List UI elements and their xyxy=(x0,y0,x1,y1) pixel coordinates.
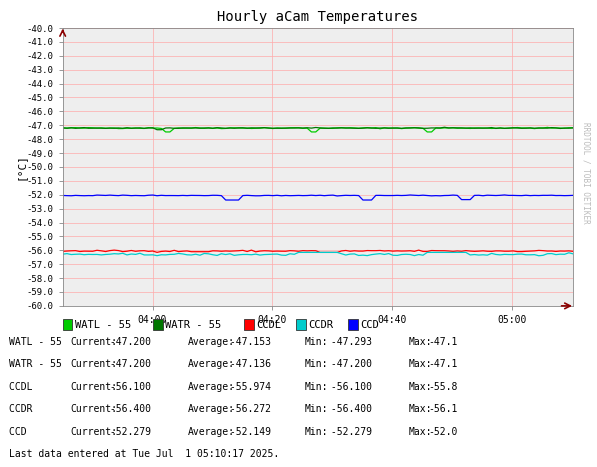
Title: Hourly aCam Temperatures: Hourly aCam Temperatures xyxy=(217,10,418,24)
Text: -56.400: -56.400 xyxy=(104,404,152,414)
Text: -47.200: -47.200 xyxy=(104,359,152,369)
Text: CCDL: CCDL xyxy=(9,382,67,392)
Text: WATL - 55: WATL - 55 xyxy=(75,319,131,330)
Text: Current:: Current: xyxy=(70,337,118,347)
Text: -55.8: -55.8 xyxy=(429,382,458,392)
Text: Current:: Current: xyxy=(70,359,118,369)
Text: Max:: Max: xyxy=(409,382,432,392)
Text: -52.0: -52.0 xyxy=(429,426,458,437)
Text: CCDR: CCDR xyxy=(9,404,67,414)
Text: -56.272: -56.272 xyxy=(224,404,271,414)
Text: -47.136: -47.136 xyxy=(224,359,271,369)
Text: Min:: Min: xyxy=(304,337,328,347)
Text: Min:: Min: xyxy=(304,426,328,437)
Text: Average:: Average: xyxy=(188,404,235,414)
Text: Average:: Average: xyxy=(188,337,235,347)
Text: WATR - 55: WATR - 55 xyxy=(9,359,67,369)
Text: -47.200: -47.200 xyxy=(325,359,373,369)
Text: Max:: Max: xyxy=(409,404,432,414)
Text: Current:: Current: xyxy=(70,426,118,437)
Text: -47.293: -47.293 xyxy=(325,337,373,347)
Text: -52.149: -52.149 xyxy=(224,426,271,437)
Text: CCD: CCD xyxy=(9,426,67,437)
Text: Min:: Min: xyxy=(304,359,328,369)
Text: RRDTOOL / TOBI OETIKER: RRDTOOL / TOBI OETIKER xyxy=(581,122,591,224)
Text: CCDR: CCDR xyxy=(308,319,333,330)
Text: Current:: Current: xyxy=(70,382,118,392)
Text: Current:: Current: xyxy=(70,404,118,414)
Text: -47.200: -47.200 xyxy=(104,337,152,347)
Text: Average:: Average: xyxy=(188,382,235,392)
Text: Min:: Min: xyxy=(304,382,328,392)
Text: CCDL: CCDL xyxy=(256,319,281,330)
Text: CCD: CCD xyxy=(360,319,378,330)
Text: -56.100: -56.100 xyxy=(325,382,373,392)
Text: Max:: Max: xyxy=(409,426,432,437)
Text: Max:: Max: xyxy=(409,337,432,347)
Text: -47.153: -47.153 xyxy=(224,337,271,347)
Text: -56.100: -56.100 xyxy=(104,382,152,392)
Text: -56.400: -56.400 xyxy=(325,404,373,414)
Text: WATR - 55: WATR - 55 xyxy=(165,319,221,330)
Y-axis label: [°C]: [°C] xyxy=(16,154,26,180)
Text: Max:: Max: xyxy=(409,359,432,369)
Text: -47.1: -47.1 xyxy=(429,337,458,347)
Text: -47.1: -47.1 xyxy=(429,359,458,369)
Text: -52.279: -52.279 xyxy=(325,426,373,437)
Text: Min:: Min: xyxy=(304,404,328,414)
Text: -52.279: -52.279 xyxy=(104,426,152,437)
Text: -56.1: -56.1 xyxy=(429,404,458,414)
Text: Average:: Average: xyxy=(188,426,235,437)
Text: -55.974: -55.974 xyxy=(224,382,271,392)
Text: Last data entered at Tue Jul  1 05:10:17 2025.: Last data entered at Tue Jul 1 05:10:17 … xyxy=(9,449,279,459)
Text: Average:: Average: xyxy=(188,359,235,369)
Text: WATL - 55: WATL - 55 xyxy=(9,337,67,347)
